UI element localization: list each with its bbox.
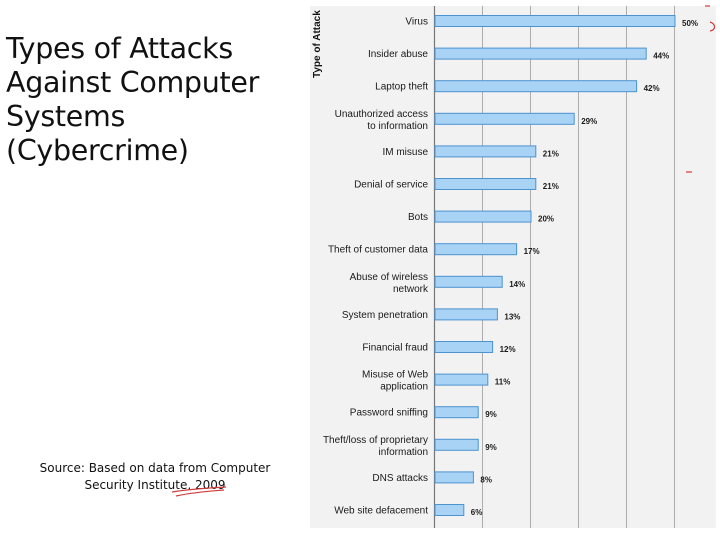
category-label: Insider abuse xyxy=(368,49,428,60)
value-label: 11% xyxy=(495,378,511,387)
bar xyxy=(434,406,479,419)
category-label: Password sniffing xyxy=(350,408,428,419)
value-label: 50% xyxy=(682,19,698,28)
value-label: 9% xyxy=(485,410,497,419)
category-labels: Virus Insider abuse Laptop theft Unauthoriz… xyxy=(323,17,429,517)
slide-title: Types of Attacks Against Computer System… xyxy=(6,32,306,168)
value-label: 21% xyxy=(543,149,559,158)
category-label: System penetration xyxy=(342,310,428,321)
category-label: Laptop theft xyxy=(375,82,428,93)
bar xyxy=(434,112,575,125)
value-label: 20% xyxy=(538,215,554,224)
bar xyxy=(434,275,503,288)
bar xyxy=(434,243,518,256)
bar xyxy=(434,145,537,158)
category-label: Financial fraud xyxy=(362,343,428,354)
y-axis-title: Type of Attack xyxy=(312,10,323,78)
value-label: 12% xyxy=(500,345,516,354)
bar xyxy=(434,471,474,484)
title-line: Types of Attacks xyxy=(6,32,233,65)
category-label: Denial of service xyxy=(354,180,428,191)
ink-mark xyxy=(709,21,716,32)
chart-panel xyxy=(310,6,716,528)
title-line: Against Computer xyxy=(6,66,259,99)
value-labels: 50% 44% 42% 29% 21% 21% 20% 17% 14% 13% 12% 11% 9% 9%… xyxy=(471,19,698,517)
category-label: Virus xyxy=(405,17,428,28)
category-label: Theft/loss of proprietary information xyxy=(323,435,428,458)
bar xyxy=(434,47,647,60)
bars xyxy=(434,15,676,516)
bar xyxy=(434,308,498,321)
bar-chart: Virus Insider abuse Laptop theft Unauthoriz… xyxy=(306,0,720,540)
category-label: Abuse of wireless network xyxy=(350,272,429,295)
grid-lines xyxy=(433,6,675,528)
category-label: IM misuse xyxy=(382,147,428,158)
source-line: Source: Based on data from Computer xyxy=(39,461,271,475)
category-label: Theft of customer data xyxy=(328,245,428,256)
bar xyxy=(434,438,479,451)
bar xyxy=(434,80,638,93)
category-label: Unauthorized access to information xyxy=(335,109,428,132)
value-label: 17% xyxy=(524,247,540,256)
value-label: 14% xyxy=(509,280,525,289)
value-label: 29% xyxy=(581,117,597,126)
value-label: 13% xyxy=(504,312,520,321)
bar xyxy=(434,178,537,190)
value-label: 42% xyxy=(644,84,660,93)
category-label: Misuse of Web application xyxy=(362,370,428,393)
bar xyxy=(434,210,532,223)
category-label: Web site defacement xyxy=(334,506,428,517)
bar xyxy=(434,504,465,516)
source-note: Source: Based on data from Computer Secu… xyxy=(20,460,290,494)
value-label: 21% xyxy=(543,182,559,191)
chart-svg: Virus Insider abuse Laptop theft Unauthoriz… xyxy=(312,5,716,528)
value-label: 6% xyxy=(471,508,483,517)
category-label: Bots xyxy=(408,212,428,223)
bar xyxy=(434,15,676,27)
value-label: 44% xyxy=(653,52,669,61)
source-line: Security Institute, 2009 xyxy=(84,478,226,492)
category-label: DNS attacks xyxy=(372,473,428,484)
bar xyxy=(434,373,489,386)
value-label: 8% xyxy=(480,475,492,484)
bar xyxy=(434,341,494,353)
value-label: 9% xyxy=(485,443,497,452)
title-line: Systems (Cybercrime) xyxy=(6,100,189,167)
